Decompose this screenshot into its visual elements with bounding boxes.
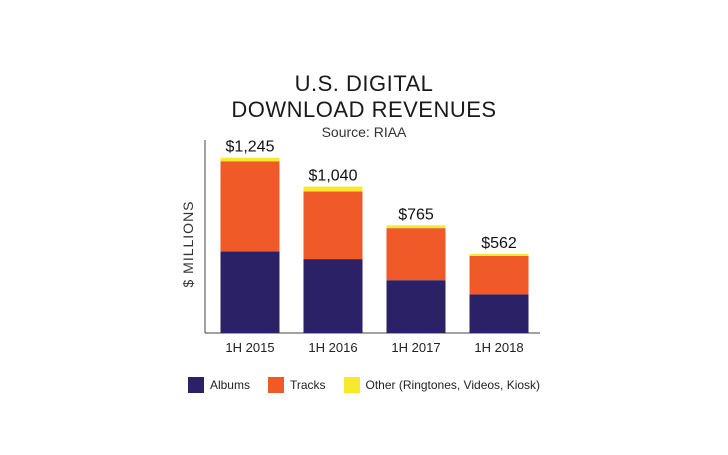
bar-albums-1h-2015 [220, 251, 280, 333]
legend-item-albums: Albums [187, 377, 250, 393]
bar-other-1h-2016 [303, 186, 363, 192]
bar-tracks-1h-2015 [220, 161, 280, 252]
x-tick-label-1h-2015: 1H 2015 [225, 340, 274, 355]
bar-tracks-1h-2017 [386, 228, 446, 281]
bar-tracks-1h-2016 [303, 191, 363, 260]
legend-label-tracks: Tracks [289, 378, 326, 392]
chart-title-line1: U.S. DIGITAL [294, 71, 434, 96]
total-label-1h-2016: $1,040 [309, 168, 358, 185]
legend-swatch-other [343, 377, 360, 393]
legend-swatch-tracks [267, 377, 284, 393]
total-label-1h-2015: $1,245 [226, 139, 275, 156]
x-tick-label-1h-2017: 1H 2017 [391, 340, 440, 355]
bar-tracks-1h-2018 [469, 255, 529, 295]
chart-legend: Albums Tracks Other (Ringtones, Videos, … [0, 377, 728, 393]
chart-title-line2: DOWNLOAD REVENUES [231, 97, 497, 122]
x-tick-label-1h-2018: 1H 2018 [474, 340, 523, 355]
bar-other-1h-2015 [220, 157, 280, 162]
bar-albums-1h-2016 [303, 259, 363, 333]
legend-item-other: Other (Ringtones, Videos, Kiosk) [343, 377, 541, 393]
bar-other-1h-2017 [386, 225, 446, 229]
bar-albums-1h-2017 [386, 280, 446, 333]
legend-swatch-albums [187, 377, 204, 393]
legend-label-other: Other (Ringtones, Videos, Kiosk) [365, 378, 541, 392]
total-label-1h-2018: $562 [481, 235, 517, 252]
x-tick-label-1h-2016: 1H 2016 [308, 340, 357, 355]
bar-albums-1h-2018 [469, 294, 529, 333]
legend-item-tracks: Tracks [267, 377, 326, 393]
total-label-1h-2017: $765 [398, 206, 434, 223]
chart-subtitle: Source: RIAA [321, 124, 407, 140]
legend-label-albums: Albums [209, 378, 250, 392]
bar-other-1h-2018 [469, 253, 529, 256]
